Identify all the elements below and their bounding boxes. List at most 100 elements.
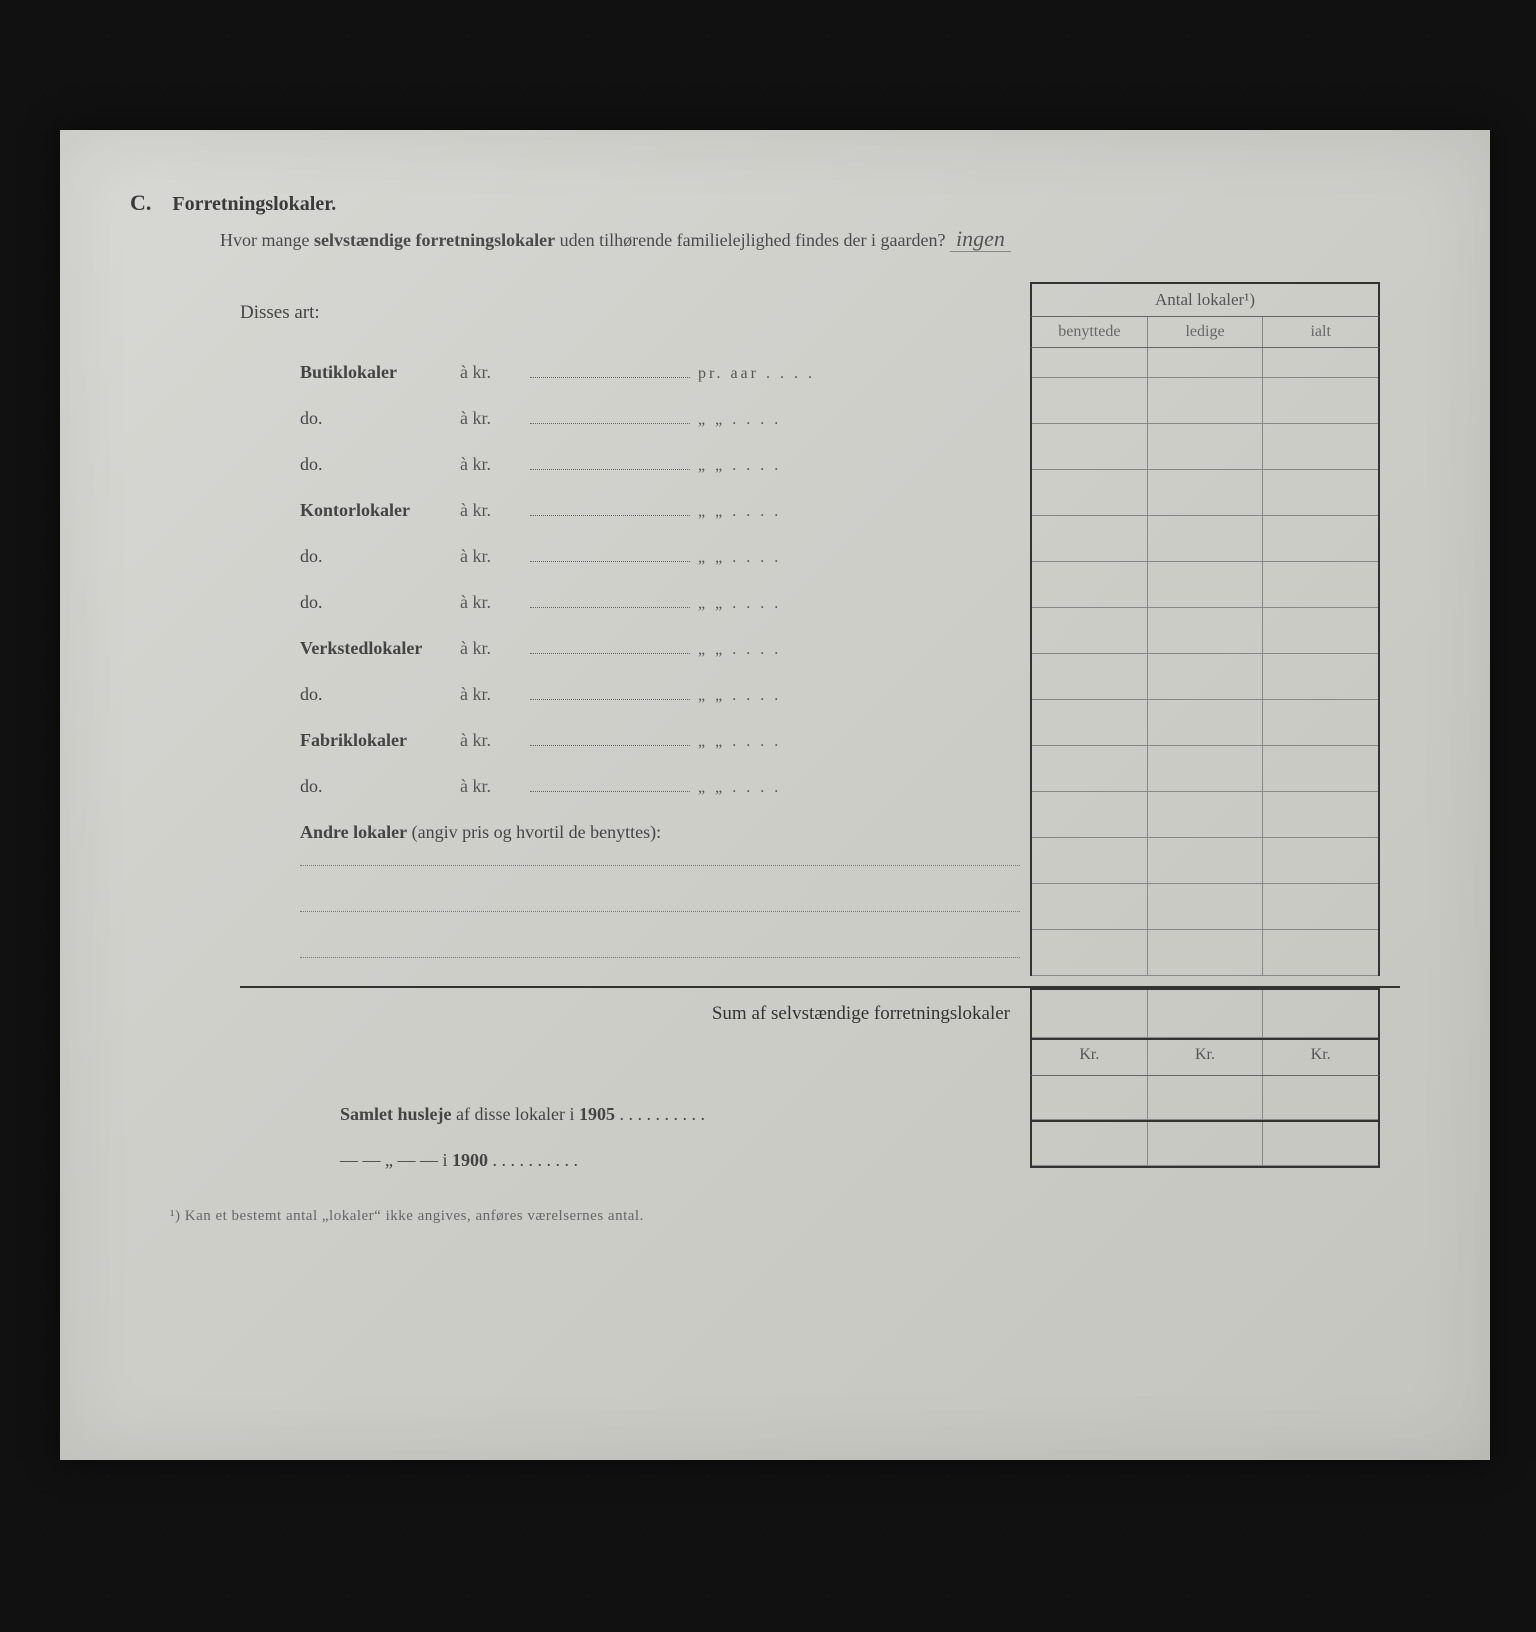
a-kr-label: à kr. [460, 408, 530, 429]
cell [1032, 470, 1148, 516]
a-kr-label: à kr. [460, 546, 530, 567]
a-kr-label: à kr. [460, 500, 530, 521]
row-suffix: „ „ . . . . [698, 549, 838, 567]
cell [1263, 884, 1378, 930]
dotted-line [530, 410, 690, 424]
year-1900-line: — — „ — — i [340, 1150, 452, 1170]
row-label: Kontorlokaler [240, 500, 460, 521]
cell [1032, 1076, 1148, 1120]
row-suffix: „ „ . . . . [698, 595, 838, 613]
dotted-line [530, 364, 690, 378]
cell [1148, 990, 1264, 1038]
form-row: do.à kr.„ „ . . . . [240, 516, 1400, 562]
a-kr-label: à kr. [460, 362, 530, 383]
kr-cells: Kr. Kr. Kr. [1030, 1040, 1380, 1076]
cell [1148, 930, 1264, 976]
cell [1032, 1122, 1148, 1166]
a-kr-label: à kr. [460, 638, 530, 659]
form-row: Verkstedlokalerà kr.„ „ . . . . [240, 608, 1400, 654]
form-row: do.à kr.„ „ . . . . [240, 746, 1400, 792]
cell [1032, 378, 1148, 424]
cell [1263, 470, 1378, 516]
row-label: Verkstedlokaler [240, 638, 460, 659]
row-label: do. [240, 546, 460, 567]
cell [1263, 424, 1378, 470]
andre-lokaler-row: Andre lokaler (angiv pris og hvortil de … [240, 792, 1400, 838]
cell [1148, 884, 1264, 930]
sum-label: Sum af selvstændige forretningslokaler [240, 1003, 1030, 1025]
cell [1148, 516, 1264, 562]
cell [1263, 562, 1378, 608]
cell [1263, 1122, 1378, 1166]
table-header-title: Antal lokaler¹) [1030, 282, 1380, 317]
cell [1148, 654, 1264, 700]
form-rows: Butiklokalerà kr.pr. aar . . . .do.à kr.… [240, 332, 1400, 792]
row-cells [1030, 792, 1380, 838]
cell [1263, 608, 1378, 654]
husleje-cells [1030, 1076, 1380, 1122]
footnote: ¹) Kan et bestemt antal „lokaler“ ikke a… [170, 1208, 1400, 1225]
blank-line [240, 838, 1400, 884]
section-title: Forretningslokaler. [172, 193, 336, 215]
sum-row: Sum af selvstændige forretningslokaler [240, 986, 1400, 1040]
dots-1900: . . . . . . . . . . [488, 1150, 578, 1170]
section-letter: C. [130, 190, 151, 215]
dotted-line [530, 732, 690, 746]
question-suffix: uden tilhørende familielejlighed findes … [555, 230, 945, 250]
cell [1032, 700, 1148, 746]
sum-cells [1030, 988, 1380, 1040]
row-cells [1030, 654, 1380, 700]
cell [1032, 608, 1148, 654]
cell [1032, 930, 1148, 976]
cell [1148, 1076, 1264, 1120]
cell [1032, 884, 1148, 930]
husleje-rest: af disse lokaler i [452, 1104, 579, 1124]
cell [1148, 1122, 1264, 1166]
dotted-line [530, 456, 690, 470]
row-label: do. [240, 592, 460, 613]
a-kr-label: à kr. [460, 776, 530, 797]
cell [1148, 470, 1264, 516]
form-row: Fabriklokalerà kr.„ „ . . . . [240, 700, 1400, 746]
col-benyttede: benyttede [1032, 317, 1148, 347]
cell [1032, 424, 1148, 470]
cell [1032, 516, 1148, 562]
a-kr-label: à kr. [460, 454, 530, 475]
cell [1263, 516, 1378, 562]
row-cells [1030, 470, 1380, 516]
row-cells [1030, 562, 1380, 608]
cell [1263, 792, 1378, 838]
husleje-1900-row: — — „ — — i 1900 . . . . . . . . . . [240, 1122, 1400, 1168]
dotted-line [530, 502, 690, 516]
row-cells [1030, 424, 1380, 470]
cell [1263, 654, 1378, 700]
col-ialt: ialt [1263, 317, 1378, 347]
row-cells [1030, 884, 1380, 930]
year-1905: 1905 [579, 1104, 615, 1124]
form-row: do.à kr.„ „ . . . . [240, 562, 1400, 608]
row-label: do. [240, 454, 460, 475]
form-area: Antal lokaler¹) benyttede ledige ialt Di… [240, 302, 1400, 1168]
section-header: C. Forretningslokaler. [130, 190, 1400, 216]
row-cells [1030, 838, 1380, 884]
row-cells [1030, 608, 1380, 654]
cell [1148, 424, 1264, 470]
dotted-line [300, 838, 1020, 866]
row-suffix: „ „ . . . . [698, 779, 838, 797]
question-prefix: Hvor mange [220, 230, 314, 250]
cell [1148, 838, 1264, 884]
row-suffix: „ „ . . . . [698, 641, 838, 659]
table-header-columns: benyttede ledige ialt [1030, 317, 1380, 348]
row-cells [1030, 516, 1380, 562]
row-label: do. [240, 776, 460, 797]
question-bold: selvstændige forretningslokaler [314, 230, 555, 250]
cell [1032, 990, 1148, 1038]
blank-line [240, 884, 1400, 930]
cell [1263, 990, 1378, 1038]
dots-1905: . . . . . . . . . . [615, 1104, 705, 1124]
year-1900: 1900 [452, 1150, 488, 1170]
blank-line [240, 930, 1400, 976]
cell [1032, 792, 1148, 838]
cell [1263, 930, 1378, 976]
col-ledige: ledige [1148, 317, 1264, 347]
